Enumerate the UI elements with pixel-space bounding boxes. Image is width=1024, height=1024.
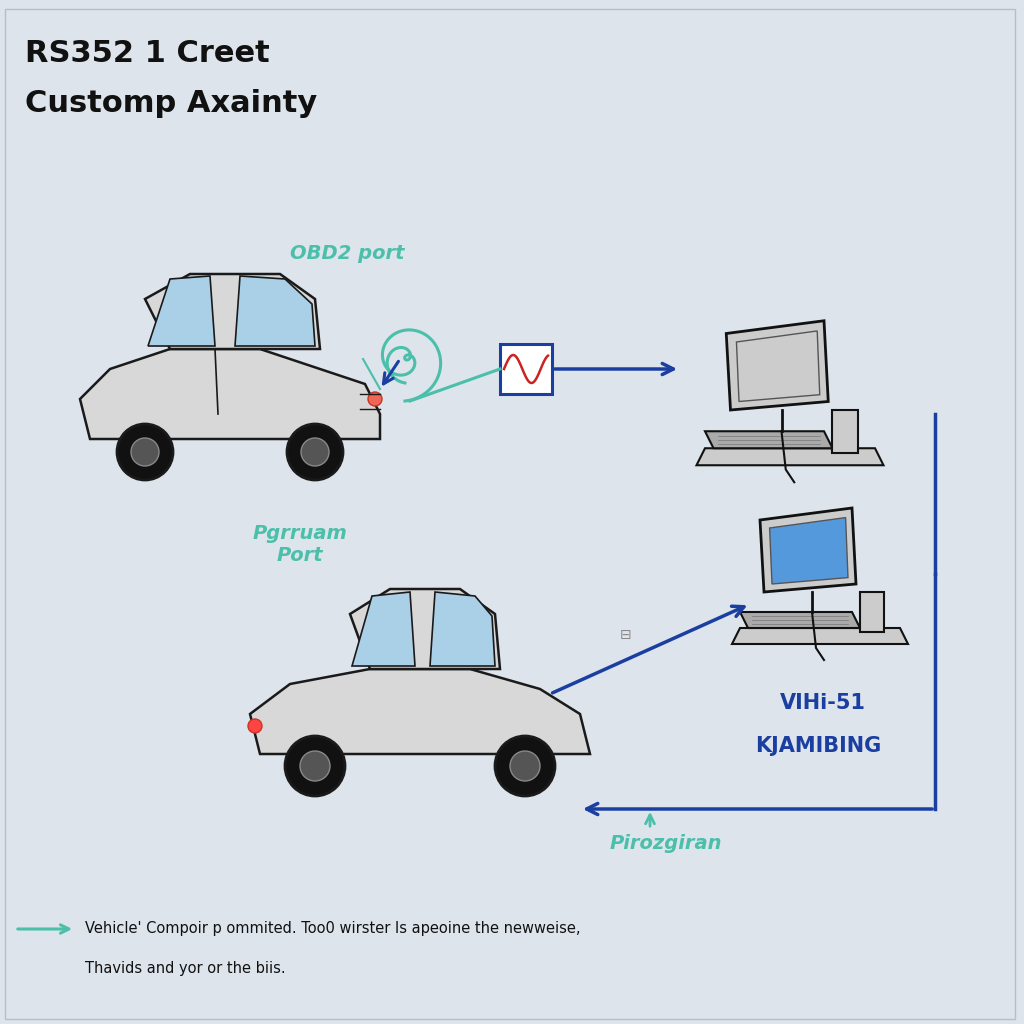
FancyBboxPatch shape (500, 344, 552, 394)
Polygon shape (696, 449, 884, 465)
Text: ⊟: ⊟ (620, 628, 632, 642)
Polygon shape (705, 431, 833, 449)
FancyBboxPatch shape (833, 410, 858, 453)
Polygon shape (726, 321, 828, 410)
Polygon shape (430, 592, 495, 666)
Circle shape (117, 424, 173, 480)
Text: RS352 1 Creet: RS352 1 Creet (25, 39, 269, 68)
Circle shape (301, 438, 329, 466)
Polygon shape (736, 331, 820, 401)
Polygon shape (770, 517, 848, 584)
Circle shape (300, 751, 330, 781)
Polygon shape (350, 589, 500, 669)
Text: Thavids and yor or the biis.: Thavids and yor or the biis. (85, 962, 286, 977)
Polygon shape (732, 628, 908, 644)
Polygon shape (250, 669, 590, 754)
Circle shape (368, 392, 382, 406)
Circle shape (510, 751, 540, 781)
Circle shape (248, 719, 262, 733)
Polygon shape (760, 508, 856, 592)
Polygon shape (145, 274, 319, 349)
Polygon shape (352, 592, 415, 666)
Text: Pgrruam
Port: Pgrruam Port (253, 524, 347, 565)
Circle shape (495, 736, 555, 796)
Text: Customp Axainty: Customp Axainty (25, 89, 317, 118)
Text: ΚJAMIBING: ΚJAMIBING (755, 736, 882, 756)
FancyBboxPatch shape (860, 592, 884, 632)
Text: Pirozgiran: Pirozgiran (610, 834, 723, 853)
Circle shape (285, 736, 345, 796)
Polygon shape (740, 612, 860, 628)
Polygon shape (148, 276, 215, 346)
Circle shape (287, 424, 343, 480)
Text: Vehicle' Compoir p ommited. Too0 wirster Is apeoine the newweise,: Vehicle' Compoir p ommited. Too0 wirster… (85, 922, 581, 937)
Polygon shape (80, 349, 380, 439)
Text: VIHi-51: VIHi-51 (780, 693, 866, 713)
Text: OBD2 port: OBD2 port (290, 244, 404, 263)
Circle shape (131, 438, 159, 466)
Polygon shape (234, 276, 315, 346)
